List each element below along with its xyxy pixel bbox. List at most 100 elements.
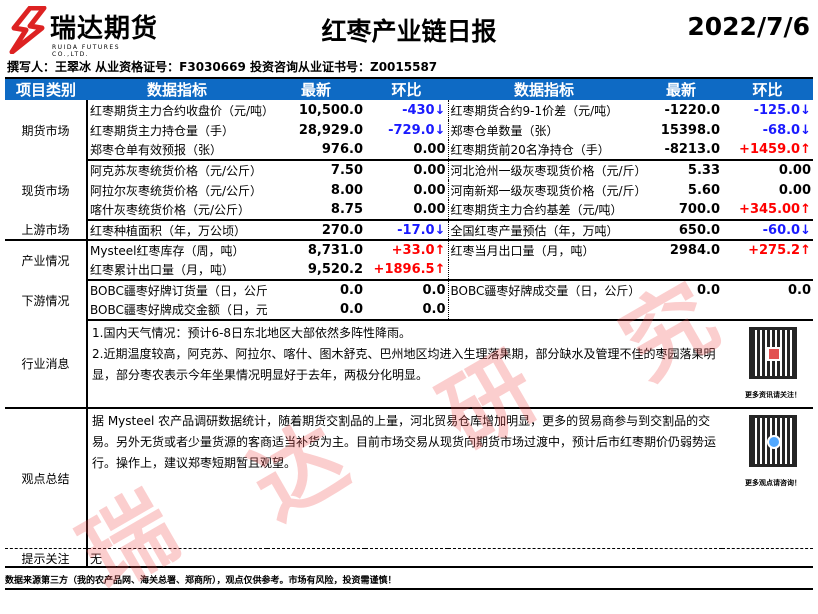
summary-row: 观点总结 据 Mysteel 农产品调研数据统计，随着期货交割品的上量，河北贸易… — [5, 408, 813, 548]
indicator-name: 红枣种植面积（年，万公顷） — [87, 220, 267, 241]
latest-value: 270.0 — [267, 220, 365, 241]
latest-value: -8213.0 — [640, 140, 722, 161]
qr-caption: 更多观点请咨询！ — [745, 479, 801, 487]
latest-value — [640, 300, 722, 321]
category-label: 观点总结 — [5, 408, 88, 548]
indicator-name: 红枣累计出口量（月，吨） — [87, 260, 267, 281]
latest-value: 2984.0 — [669, 243, 720, 258]
change-value: -60.0↓ — [722, 220, 813, 241]
author-line: 撰写人：王翠冰 从业资格证号：F3030669 投资咨询从业证书号：Z00155… — [7, 60, 438, 74]
change-value: +33.0↑ — [365, 240, 449, 260]
table-row: 产业情况 Mysteel红枣库存（周，吨） 8,731.0 +33.0↑ 红枣当月… — [5, 240, 813, 280]
col-header: 数据指标 — [87, 77, 267, 100]
table-row: 阿拉尔灰枣统货价格（元/公斤） 8.00 0.00 河南新郑一级灰枣现货价格（元… — [5, 180, 813, 200]
change-value: 0.00 — [365, 140, 449, 161]
change-value: 0.00 — [365, 180, 449, 200]
qr-code-icon — [749, 415, 797, 467]
col-header: 环比 — [365, 77, 448, 100]
latest-value: 976.0 — [267, 140, 365, 161]
news-line: 1.国内天气情况：预计6-8日东北地区大部依然多阵性降雨。 — [92, 326, 412, 340]
indicator-name: BOBC疆枣好牌成交量（日，公斤） — [450, 284, 641, 298]
latest-value: 650.0 — [640, 220, 722, 241]
latest-value: 0.0 — [267, 300, 365, 321]
category-label: 下游情况 — [5, 280, 88, 320]
indicator-name — [448, 260, 640, 281]
logo-subtext: RUIDA FUTURES CO.,LTD. — [52, 44, 121, 58]
summary-text: 据 Mysteel 农产品调研数据统计，随着期货交割品的上量，河北贸易仓库增加明… — [92, 414, 717, 470]
change-value: +1459.0↑ — [722, 140, 813, 161]
disclaimer: 数据来源第三方（我的农产品网、海关总署、郑商所），观点仅供参考。市场有风险，投资… — [5, 566, 813, 590]
change-value — [722, 260, 813, 281]
table-header: 项目类别 数据指标 最新 环比 数据指标 最新 环比 — [5, 77, 813, 100]
indicator-name: 河北沧州一级灰枣现货价格（元/斤） — [450, 164, 641, 178]
indicator-name: Mysteel红枣库存（周，吨） — [90, 244, 245, 258]
latest-value: 10,500.0 — [298, 102, 363, 118]
page-title: 红枣产业链日报 — [321, 17, 497, 46]
table-row: 红枣累计出口量（月，吨） 9,520.2 +1896.5↑ — [5, 260, 813, 281]
hint-text: 无 — [90, 551, 103, 566]
table-row: 下游情况 BOBC疆枣好牌订货量（日，公斤） 0.0 0.0 BOBC疆枣好牌成交… — [5, 280, 813, 320]
table-row: 上游市场 红枣种植面积（年，万公顷） 270.0 -17.0↓ 全国红枣产量预估（… — [5, 220, 813, 241]
indicator-name: 红枣期货前20名净持仓（手） — [448, 140, 640, 161]
category-label: 行业消息 — [5, 320, 88, 409]
data-table: 项目类别 数据指标 最新 环比 数据指标 最新 环比 期货市场 红枣期货主力合约收… — [5, 77, 813, 568]
category-label: 上游市场 — [5, 220, 88, 241]
qr-code-icon — [749, 327, 797, 379]
ruida-logo-icon — [9, 6, 47, 54]
col-header: 项目类别 — [5, 77, 87, 100]
indicator-name: 红枣期货合约9-1价差（元/吨） — [450, 103, 619, 118]
table-row: BOBC疆枣好牌成交金额（日，元） 0.0 0.0 — [5, 300, 813, 321]
latest-value: 8,731.0 — [307, 243, 363, 258]
latest-value: 0.0 — [339, 283, 363, 298]
change-value: 0.00 — [365, 160, 449, 180]
indicator-name: 郑枣仓单有效预报（张） — [87, 140, 267, 161]
indicator-name: 红枣期货主力合约收盘价（元/吨） — [90, 103, 267, 118]
table-row: 红枣期货主力持仓量（手） 28,929.0 -729.0↓ 郑枣仓单数量（张） … — [5, 120, 813, 140]
col-header: 环比 — [722, 77, 813, 100]
category-label: 产业情况 — [5, 240, 88, 280]
latest-value: 0.0 — [696, 283, 720, 298]
change-value: -68.0↓ — [762, 122, 811, 138]
table-row: 期货市场 红枣期货主力合约收盘价（元/吨） 10,500.0 -430↓ 红枣期货… — [5, 100, 813, 160]
news-content: 1.国内天气情况：预计6-8日东北地区大部依然多阵性降雨。 2.近期温度较高，阿克… — [87, 320, 813, 409]
change-value: 0.00 — [365, 200, 449, 221]
col-header: 最新 — [640, 77, 722, 100]
change-value: -17.0↓ — [365, 220, 449, 241]
indicator-name — [448, 300, 640, 321]
latest-value: 5.60 — [687, 182, 720, 198]
latest-value: 7.50 — [330, 163, 363, 178]
latest-value: 9,520.2 — [267, 260, 365, 281]
qr-code-news: 更多资讯请关注！ — [739, 327, 807, 406]
table-row: 喀什灰枣统货价格（元/公斤） 8.75 0.00 红枣期货主力合约基差（元/吨）… — [5, 200, 813, 221]
table-row: 郑枣仓单有效预报（张） 976.0 0.00 红枣期货前20名净持仓（手） -8… — [5, 140, 813, 161]
latest-value: 28,929.0 — [298, 122, 363, 138]
change-value: 0.0 — [365, 300, 449, 321]
indicator-name: 喀什灰枣统货价格（元/公斤） — [87, 200, 267, 221]
category-label: 提示关注 — [5, 548, 88, 568]
category-label: 现货市场 — [5, 160, 88, 220]
latest-value — [640, 260, 722, 281]
hint-row: 提示关注 无 — [5, 548, 813, 568]
indicator-name: 红枣期货主力合约基差（元/吨） — [448, 200, 640, 221]
table-row: 现货市场 阿克苏灰枣统货价格（元/公斤） 7.50 0.00 河北沧州一级灰枣现货… — [5, 160, 813, 220]
latest-value: 700.0 — [640, 200, 722, 221]
indicator-name: 全国红枣产量预估（年，万吨） — [448, 220, 640, 241]
latest-value: 15398.0 — [660, 122, 720, 138]
indicator-name: 郑枣仓单数量（张） — [450, 123, 559, 138]
change-value: +275.2↑ — [748, 243, 811, 258]
indicator-name: 阿克苏灰枣统货价格（元/公斤） — [90, 164, 263, 178]
indicator-name: 红枣当月出口量（月，吨） — [450, 244, 595, 258]
change-value: 0.00 — [778, 182, 811, 198]
change-value: -729.0↓ — [365, 120, 449, 140]
change-value: -125.0↓ — [753, 102, 811, 118]
indicator-name: BOBC疆枣好牌成交金额（日，元） — [87, 300, 267, 321]
report-date: 2022/7/6 — [687, 12, 810, 41]
qr-caption: 更多资讯请关注！ — [745, 391, 801, 399]
col-header: 数据指标 — [448, 77, 640, 100]
indicator-name: 阿拉尔灰枣统货价格（元/公斤） — [90, 183, 263, 198]
latest-value: -1220.0 — [664, 102, 720, 118]
change-value: +1896.5↑ — [365, 260, 449, 281]
summary-content: 据 Mysteel 农产品调研数据统计，随着期货交割品的上量，河北贸易仓库增加明… — [87, 408, 813, 548]
news-row: 行业消息 1.国内天气情况：预计6-8日东北地区大部依然多阵性降雨。 2.近期温度… — [5, 320, 813, 409]
change-value: -430↓ — [365, 100, 449, 120]
